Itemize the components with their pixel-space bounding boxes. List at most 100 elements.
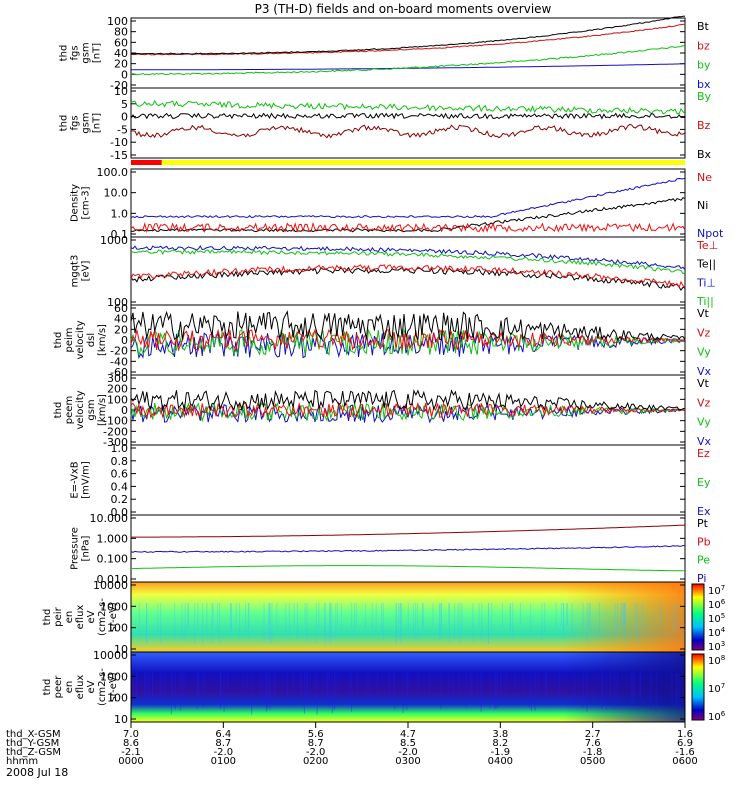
legend-ni: Ni <box>697 199 708 212</box>
x-tick-label: 2.7 <box>585 729 601 740</box>
y-tick-label: 0 <box>121 334 128 347</box>
legend-ne: Ne <box>697 171 712 184</box>
y-tick-label: 10000 <box>93 579 128 592</box>
y-tick-label: 10 <box>114 643 128 656</box>
x-tick-label: -1.6 <box>675 747 695 758</box>
panel-frame <box>130 17 686 89</box>
x-tick-label: 0100 <box>211 756 236 767</box>
x-tick-label: -1.9 <box>491 747 511 758</box>
panel-temperature: 1000 100 mgqt3[eV] Te⊥ Te|| Ti⊥ Ti|| <box>70 234 719 309</box>
date-label: 2008 Jul 18 <box>6 766 68 779</box>
series-trace <box>131 524 686 538</box>
y-axis-label: thdpeerenefluxeV(cm2-s-sr-eV) <box>42 668 119 706</box>
series-trace <box>131 197 686 233</box>
x-tick-label: 0500 <box>580 756 605 767</box>
series-trace <box>130 221 686 234</box>
y-tick-label: 1.0 <box>111 442 129 455</box>
y-tick-label: 20 <box>114 323 128 336</box>
legend-ez: Ez <box>697 447 710 460</box>
legend-bx: bx <box>697 78 711 91</box>
y-tick-label: 1000 <box>100 234 128 247</box>
series-trace <box>130 112 686 120</box>
y-tick-label: 80 <box>114 26 128 39</box>
y-tick-label: -100 <box>103 415 128 428</box>
y-tick-label: -20 <box>110 79 128 92</box>
series-trace <box>130 99 686 115</box>
y-axis-label: thdpeemvelocitygsm[km/s] <box>53 390 108 429</box>
mode-bar-yellow <box>161 160 685 165</box>
y-tick-label: 200 <box>107 383 128 396</box>
y-tick-label: 0.4 <box>111 480 129 493</box>
panel-peim-velocity: 6040200-20-40-60thdpeimvelocitydsl[km/s]… <box>53 302 712 379</box>
series-trace <box>130 264 686 289</box>
y-tick-label: 1000 <box>100 670 128 683</box>
time-axis: thd_X-GSMthd_Y-GSMthd_Z-GSMhhmm7.08.6-2.… <box>6 722 698 767</box>
x-tick-label: 8.6 <box>123 738 139 749</box>
x-tick-label: 8.2 <box>492 738 508 749</box>
x-tick-label: 0600 <box>672 756 697 767</box>
x-tick-label: 6.4 <box>215 729 231 740</box>
x-tick-label: -2.0 <box>214 747 234 758</box>
legend-bz: bz <box>697 39 710 52</box>
y-tick-label: 0.0 <box>111 506 129 519</box>
x-tick-label: 0000 <box>118 756 143 767</box>
y-tick-label: -5 <box>117 123 128 136</box>
legend-ey: Ey <box>697 476 711 489</box>
series-trace <box>130 249 686 275</box>
y-tick-label: -200 <box>103 425 128 438</box>
y-axis-label: thdpeimvelocitydsl[km/s] <box>53 320 108 359</box>
x-tick-label: 8.7 <box>215 738 231 749</box>
legend-pi: Pi <box>697 572 706 585</box>
panel-peer-spec: 108 107 106 10000 1000 100 10 thdpeerenefluxeV(… <box>42 649 726 726</box>
series-trace <box>130 123 686 139</box>
series-trace <box>130 245 686 270</box>
colorbar-label: 108 <box>708 654 725 667</box>
legend-pe: Pe <box>697 554 710 567</box>
series-trace <box>130 310 686 342</box>
colorbar-label: 106 <box>708 598 726 611</box>
legend-vx: Vx <box>697 365 712 378</box>
y-tick-label: 100 <box>107 622 128 635</box>
y-tick-label: 1.0 <box>111 207 129 220</box>
y-tick-label: 1000 <box>100 600 128 613</box>
y-tick-label: 100 <box>107 393 128 406</box>
legend-vt: Vt <box>697 307 710 320</box>
y-tick-label: 5 <box>121 98 128 111</box>
y-tick-label: 0.010 <box>97 573 129 586</box>
x-tick-label: 1.6 <box>677 729 693 740</box>
y-tick-label: 0.1 <box>111 228 129 241</box>
panel-frame <box>130 444 686 516</box>
x-tick-label: 6.9 <box>677 738 693 749</box>
x-tick-label: 7.6 <box>585 738 601 749</box>
legend-pt: Pt <box>697 517 709 530</box>
legend-ti: Ti⊥ <box>696 276 716 289</box>
mode-bar <box>131 160 685 165</box>
y-tick-label: -20 <box>110 345 128 358</box>
y-tick-label: 10 <box>114 85 128 98</box>
colorbar-label: 103 <box>708 640 725 653</box>
y-axis-label: mgqt3[eV] <box>70 255 92 288</box>
x-tick-label: 0400 <box>488 756 513 767</box>
panel-frame <box>130 514 686 583</box>
series-trace <box>130 328 686 357</box>
x-tick-label: 4.7 <box>400 729 416 740</box>
y-tick-label: 100.0 <box>97 166 129 179</box>
spec-overlay <box>563 582 685 652</box>
legend-ti: Ti|| <box>696 295 714 308</box>
colorbar <box>691 583 705 651</box>
series-trace <box>130 389 686 412</box>
series-trace <box>130 177 686 219</box>
x-tick-label: 8.5 <box>400 738 416 749</box>
legend-vy: Vy <box>697 416 711 429</box>
x-tick-label: -2.1 <box>121 747 141 758</box>
y-tick-label: 10.000 <box>90 512 129 525</box>
legend-te: Te⊥ <box>696 239 718 252</box>
legend-te: Te|| <box>696 258 716 271</box>
y-axis-label: Pressure[nPa] <box>70 527 92 570</box>
x-tick-label: -1.8 <box>583 747 603 758</box>
panel-frame <box>130 168 686 238</box>
chart-title: P3 (TH-D) fields and on-board moments ov… <box>255 2 552 16</box>
series-trace <box>130 328 686 352</box>
panel-pressure: 10.000 1.000 0.100 0.010 Pressure[nPa] Pt Pb Pe… <box>70 512 711 586</box>
y-tick-label: 0.6 <box>111 468 129 481</box>
